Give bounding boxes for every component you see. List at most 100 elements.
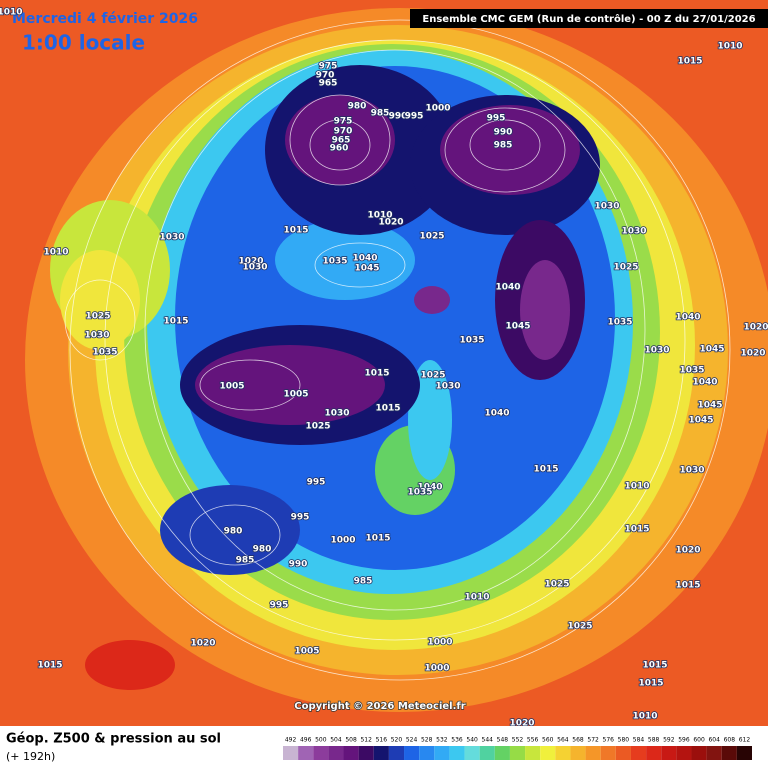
pressure-label: 1015 [375, 404, 400, 414]
scale-label: 604 [708, 737, 720, 744]
pressure-label: 990 [494, 128, 513, 138]
scale-label: 588 [648, 737, 660, 744]
pressure-label: 970 [334, 127, 353, 137]
scale-label: 564 [557, 737, 569, 744]
pressure-label: 980 [224, 527, 243, 537]
pressure-label: 1035 [679, 366, 704, 376]
pressure-label: 1015 [624, 525, 649, 535]
pressure-label: 1000 [425, 104, 450, 114]
scale-label: 504 [330, 737, 342, 744]
scale-swatch [646, 746, 662, 760]
scale-swatch [358, 746, 374, 760]
scale-swatch [600, 746, 616, 760]
pressure-label: 990 [389, 112, 408, 122]
pressure-label: 1020 [378, 218, 403, 228]
pressure-label: 1035 [322, 257, 347, 267]
pressure-label: 1030 [679, 466, 704, 476]
scale-label: 500 [315, 737, 327, 744]
pressure-label: 1015 [533, 465, 558, 475]
scale-swatch [736, 746, 752, 760]
scale-label: 584 [633, 737, 645, 744]
scale-label: 608 [724, 737, 736, 744]
pressure-label: 1015 [37, 661, 62, 671]
pressure-label: 1005 [219, 382, 244, 392]
pressure-label: 1040 [675, 313, 700, 323]
pressure-label: 1030 [159, 233, 184, 243]
scale-label: 560 [542, 737, 554, 744]
model-box [410, 9, 768, 28]
scale-label: 548 [497, 737, 509, 744]
pressure-label: 1040 [692, 378, 717, 388]
pressure-label: 1020 [675, 546, 700, 556]
scale-swatch [706, 746, 722, 760]
pressure-label: 1040 [484, 409, 509, 419]
scale-label: 556 [527, 737, 539, 744]
pressure-label: 990 [289, 560, 308, 570]
scale-label: 492 [285, 737, 297, 744]
scale-swatch [313, 746, 329, 760]
scale-swatch [449, 746, 465, 760]
scale-label: 580 [618, 737, 630, 744]
pressure-label: 1040 [417, 483, 442, 493]
scale-swatch [298, 746, 314, 760]
pressure-label: 970 [316, 71, 335, 81]
pressure-label: 1030 [644, 346, 669, 356]
pressure-label: 1030 [594, 202, 619, 212]
scale-label: 524 [406, 737, 418, 744]
pressure-label: 1025 [567, 622, 592, 632]
pressure-label: 1015 [163, 317, 188, 327]
pressure-label: 1045 [354, 264, 379, 274]
scale-swatch [388, 746, 405, 760]
scale-label: 496 [300, 737, 312, 744]
pressure-label: 1010 [43, 248, 68, 258]
scale-label: 600 [693, 737, 705, 744]
pressure-label: 1015 [642, 661, 667, 671]
scale-label: 520 [391, 737, 403, 744]
pressure-label: 1020 [238, 257, 263, 267]
pressure-label: 1025 [420, 371, 445, 381]
pressure-label: 1025 [613, 263, 638, 273]
scale-swatch [509, 746, 526, 760]
pressure-label: 1005 [283, 390, 308, 400]
field-name: Géop. Z500 & pression au sol [6, 732, 221, 747]
isobars [64, 19, 731, 681]
pressure-label: 1015 [638, 679, 663, 689]
lead-time: (+ 192h) [6, 750, 55, 763]
scale-label: 528 [421, 737, 433, 744]
scale-swatch [419, 746, 435, 760]
scale-label: 592 [663, 737, 675, 744]
scale-swatch [479, 746, 495, 760]
scale-swatch [691, 746, 707, 760]
pressure-label: 1045 [505, 322, 530, 332]
pressure-label: 980 [348, 102, 367, 112]
scale-label: 552 [512, 737, 524, 744]
pressure-label: 995 [405, 112, 424, 122]
pressure-label: 965 [332, 136, 351, 146]
scale-label: 568 [572, 737, 584, 744]
scale-swatch [570, 746, 586, 760]
scale-swatch [661, 746, 677, 760]
scale-label: 612 [739, 737, 751, 744]
pressure-label: 1025 [544, 580, 569, 590]
scale-swatch [676, 746, 692, 760]
pressure-label: 1000 [330, 536, 355, 546]
scale-label: 512 [360, 737, 372, 744]
pressure-label: 995 [307, 478, 326, 488]
scale-label: 540 [466, 737, 478, 744]
scale-swatch [540, 746, 556, 760]
scale-swatch [404, 746, 420, 760]
pressure-label: 1025 [85, 312, 110, 322]
scale-swatch [283, 746, 299, 760]
local-time: 1:00 locale [22, 31, 145, 55]
pressure-label: 1010 [632, 712, 657, 722]
pressure-label: 1045 [697, 401, 722, 411]
scale-swatch [525, 746, 541, 760]
pressure-label: 1030 [242, 263, 267, 273]
pressure-label: 1025 [419, 232, 444, 242]
scale-swatch [343, 746, 359, 760]
scale-label: 532 [436, 737, 448, 744]
scale-swatch [434, 746, 450, 760]
pressure-label: 1000 [427, 638, 452, 648]
pressure-label: 1010 [717, 42, 742, 52]
